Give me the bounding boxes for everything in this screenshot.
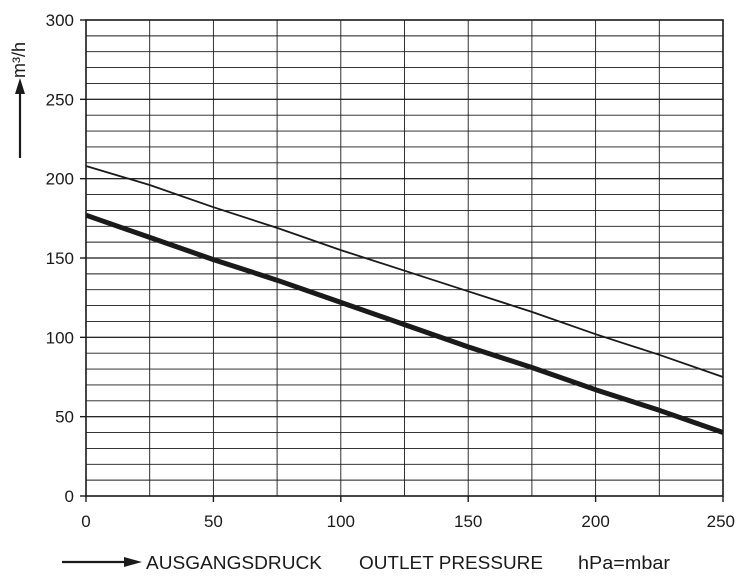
tick-labels: 0 50 100 150 200 250 300 0 50 100 150 200 250	[46, 11, 735, 531]
y-axis-label: m³/h	[9, 42, 29, 78]
x-axis-label-english: OUTLET PRESSURE	[359, 553, 543, 573]
y-tick-label: 100	[46, 328, 74, 347]
y-tick-label: 0	[65, 487, 74, 506]
x-tick-label: 0	[81, 512, 90, 531]
x-tick-label: 150	[454, 512, 482, 531]
y-tick-label: 200	[46, 170, 74, 189]
y-tick-label: 150	[46, 249, 74, 268]
x-tick-label: 250	[707, 512, 735, 531]
x-tick-label: 200	[581, 512, 609, 531]
x-axis-arrow-head	[124, 557, 142, 567]
major-grid	[80, 19, 724, 502]
x-axis-title: AUSGANGSDRUCK OUTLET PRESSURE hPa=mbar	[62, 553, 670, 573]
y-tick-label: 250	[46, 90, 74, 109]
y-tick-label: 300	[46, 11, 74, 30]
y-axis-title: m³/h	[9, 42, 29, 158]
plot-frame	[85, 19, 724, 497]
x-axis-unit: hPa=mbar	[578, 553, 670, 573]
series-line-thin	[85, 165, 724, 378]
y-tick-label: 50	[55, 408, 74, 427]
series-line-thick	[85, 212, 724, 435]
x-tick-label: 100	[327, 512, 355, 531]
y-axis-arrow-head	[15, 78, 25, 94]
x-axis-label-german: AUSGANGSDRUCK	[146, 553, 322, 573]
x-tick-label: 50	[204, 512, 223, 531]
series-layer	[85, 165, 724, 435]
